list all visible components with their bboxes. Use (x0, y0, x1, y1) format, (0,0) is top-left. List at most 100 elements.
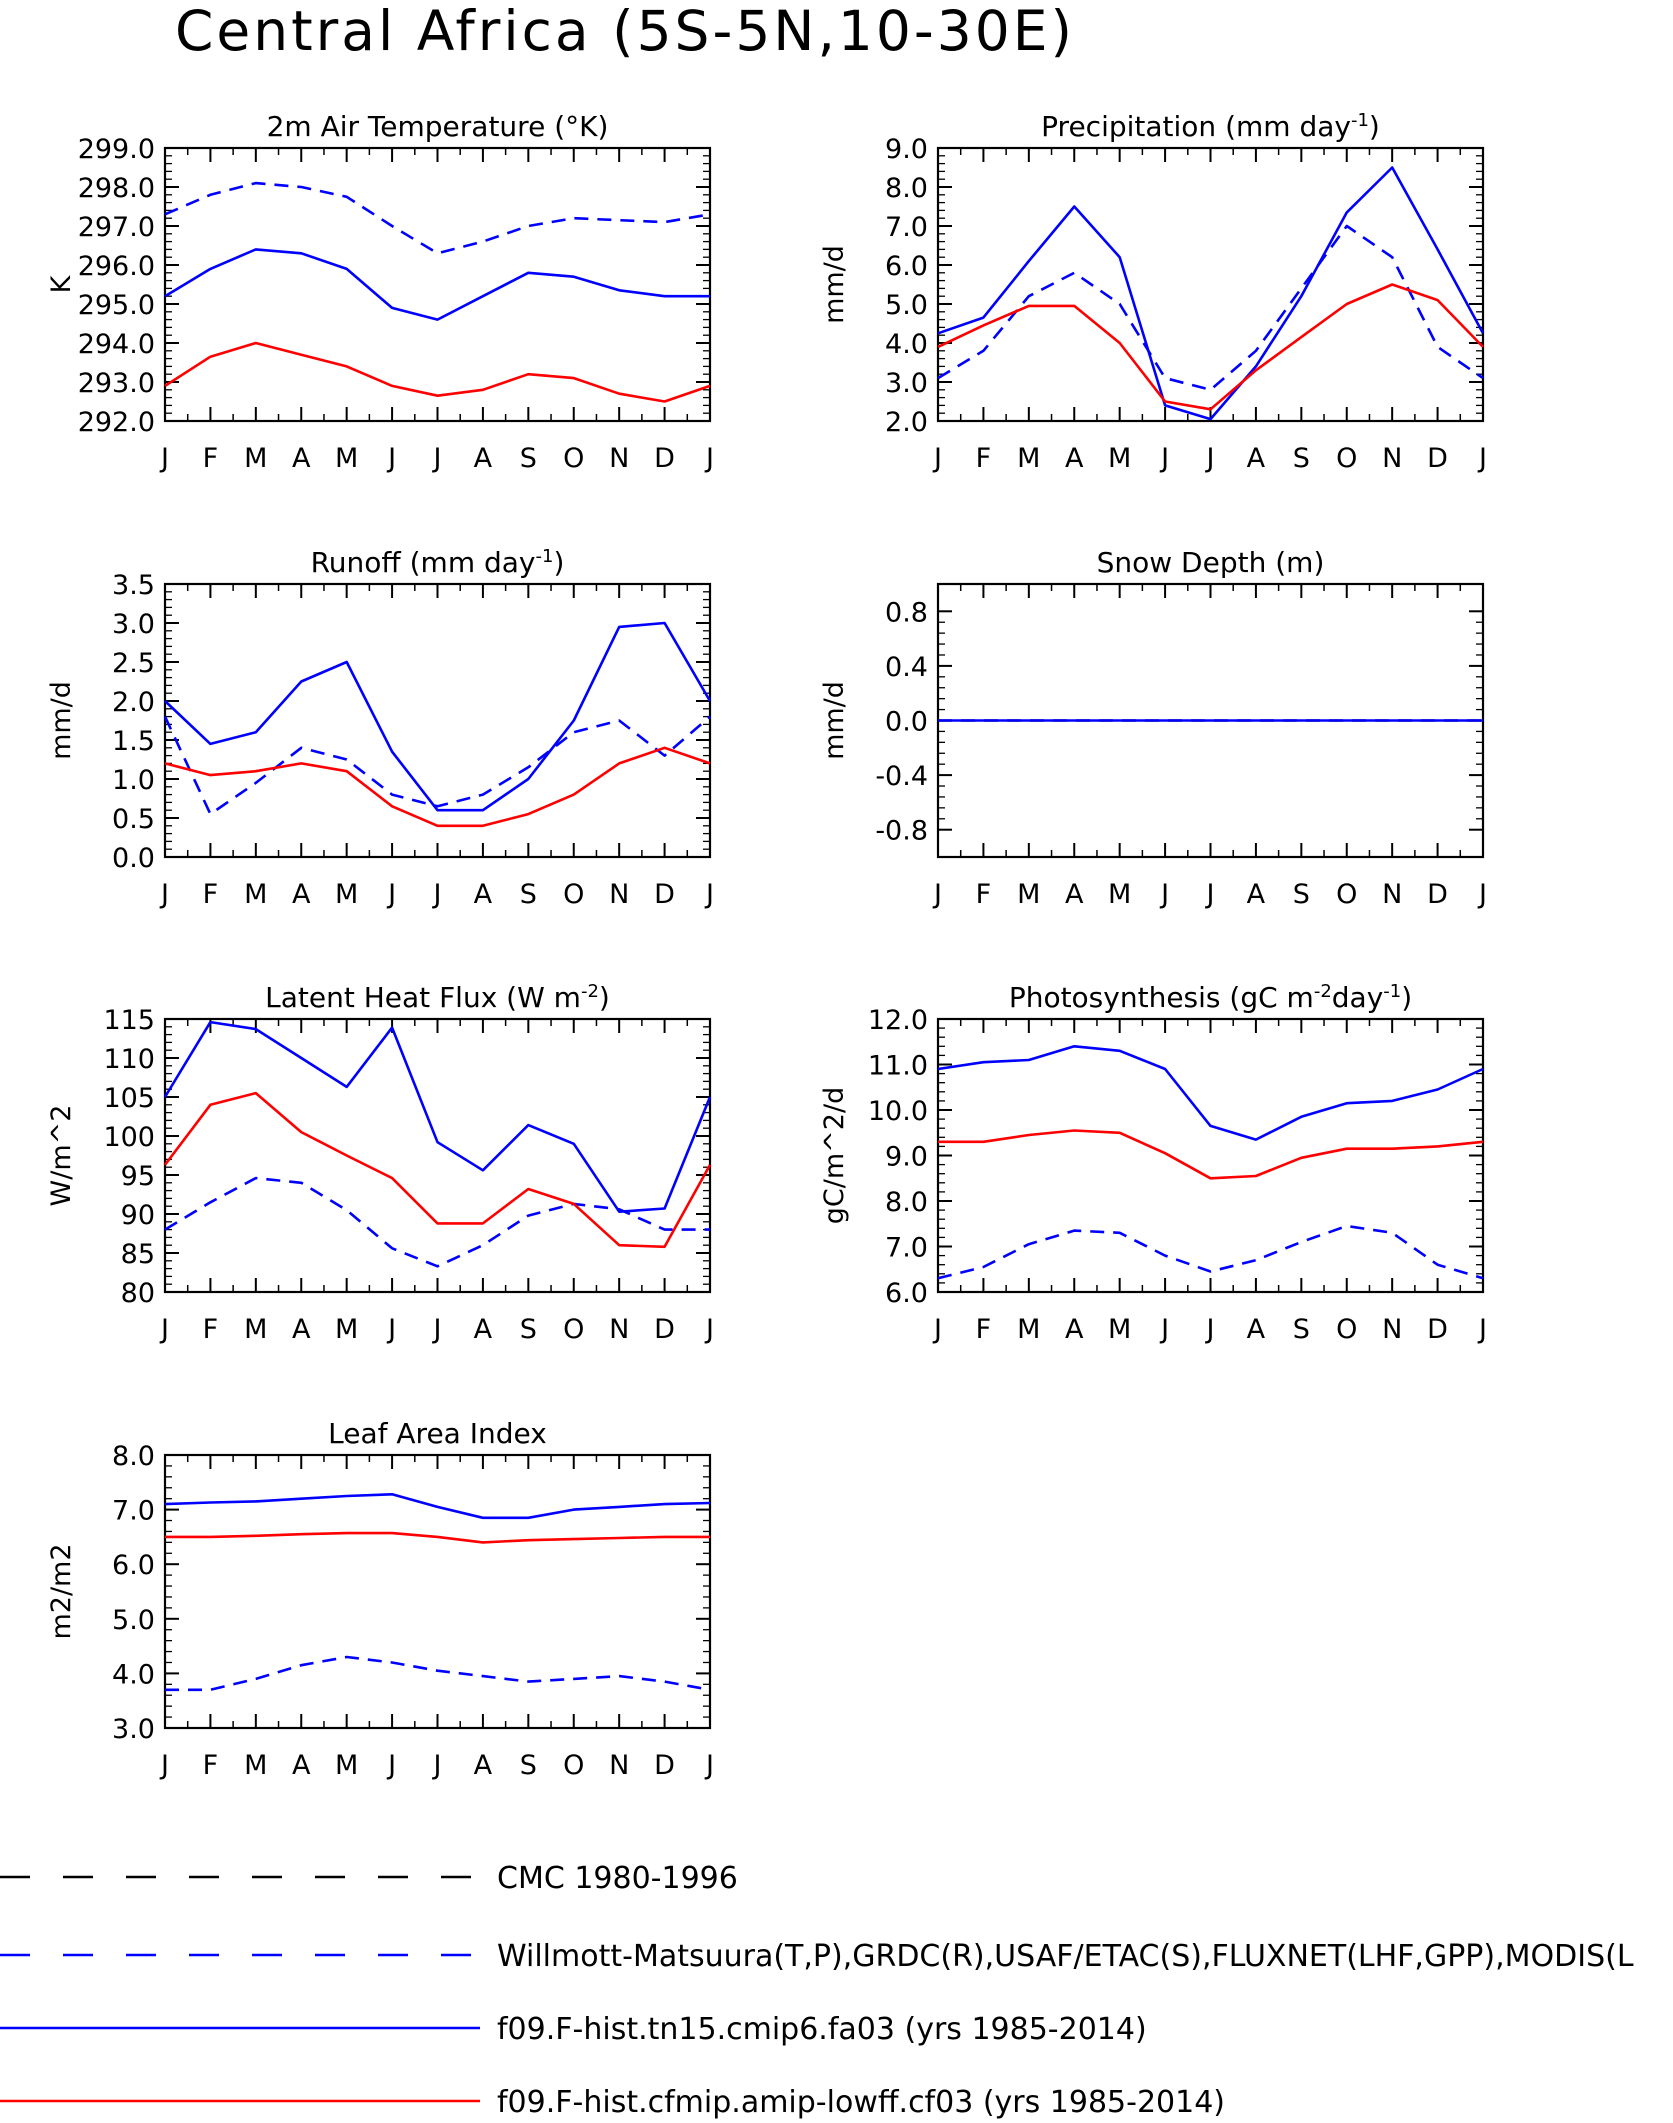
y-tick-label: 80 (121, 1278, 155, 1309)
x-tick-label: J (1477, 443, 1487, 474)
panel-2m-air-temperature-k: J F M A M J J A S O N D J292.0293.0294.0295.0296.029… (46, 110, 714, 474)
x-tick-label: J (432, 443, 442, 474)
y-axis-label: mm/d (46, 681, 77, 760)
y-tick-label: 2.0 (112, 687, 155, 718)
title-superscript: -2 (581, 981, 599, 1002)
series-line-fa03 (163, 1020, 712, 1213)
title-text: ) (553, 546, 564, 579)
panel-title: Snow Depth (m) (1097, 546, 1325, 579)
x-tick-label: A (474, 1314, 493, 1345)
panel-title: Latent Heat Flux (W m-2) (265, 981, 610, 1015)
x-tick-label: F (976, 443, 992, 474)
x-tick-label: A (1247, 1314, 1266, 1345)
series-line-obs (164, 181, 711, 255)
x-tick-label: N (609, 443, 629, 474)
y-tick-label: 4.0 (112, 1659, 155, 1690)
x-tick-label: S (520, 1314, 537, 1345)
y-tick-label: 6.0 (885, 1278, 928, 1309)
x-tick-label: J (1477, 1314, 1487, 1345)
y-tick-label: 3.0 (112, 1714, 155, 1745)
panel-title: Runoff (mm day-1) (311, 546, 565, 580)
x-tick-label: N (609, 1314, 629, 1345)
y-tick-label: 8.0 (885, 173, 928, 204)
series-line-obs (163, 715, 711, 816)
y-tick-label: 100 (103, 1122, 155, 1153)
x-tick-label: S (520, 1750, 537, 1781)
panel-runoff-mm-day: J F M A M J J A S O N D J0.00.51.01.52.02.53.03.5mm/… (46, 546, 714, 911)
x-tick-label: J (432, 879, 442, 910)
x-tick-label: N (1382, 879, 1402, 910)
title-text: ) (1401, 981, 1412, 1014)
x-tick-label: N (1382, 1314, 1402, 1345)
x-tick-label: A (292, 1750, 311, 1781)
y-tick-label: 292.0 (78, 407, 155, 438)
x-tick-label: S (1293, 443, 1310, 474)
y-tick-label: 6.0 (885, 251, 928, 282)
x-tick-label: M (1017, 879, 1040, 910)
x-tick-label: J (1477, 879, 1487, 910)
x-tick-label: M (244, 443, 267, 474)
x-tick-label: M (1017, 1314, 1040, 1345)
x-tick-label: M (335, 1750, 358, 1781)
title-text: Photosynthesis (gC m (1009, 981, 1314, 1014)
y-tick-label: 2.0 (885, 407, 928, 438)
panel-photosynthesis-gc-m: J F M A M J J A S O N D J6.07.08.09.010.011.012.0gC/… (819, 981, 1487, 1346)
panels: J F M A M J J A S O N D J292.0293.0294.0295.0296.029… (46, 110, 1487, 1782)
y-tick-label: 95 (121, 1161, 155, 1192)
x-tick-label: D (654, 1750, 675, 1781)
x-tick-label: F (203, 443, 219, 474)
x-tick-label: J (932, 443, 942, 474)
title-text: Latent Heat Flux (W m (265, 981, 581, 1014)
plot-frame (163, 1453, 712, 1730)
plot-frame (163, 146, 712, 423)
y-tick-label: 9.0 (885, 1142, 928, 1173)
y-tick-label: 0.5 (112, 804, 155, 835)
panel-precipitation-mm-day: J F M A M J J A S O N D J2.03.04.05.06.07.08.09.0mm/… (819, 110, 1487, 475)
x-tick-label: N (609, 879, 629, 910)
x-tick-label: M (335, 443, 358, 474)
y-tick-label: 90 (121, 1200, 155, 1231)
x-tick-label: M (1108, 443, 1131, 474)
title-text: Snow Depth (m) (1097, 546, 1325, 579)
x-tick-label: A (292, 443, 311, 474)
x-tick-label: D (654, 1314, 675, 1345)
y-tick-label: 294.0 (78, 329, 155, 360)
series-line-fa03 (164, 621, 712, 812)
x-tick-label: A (292, 1314, 311, 1345)
y-tick-label: 7.0 (885, 1233, 928, 1264)
x-tick-label: D (654, 443, 675, 474)
y-tick-label: 297.0 (78, 212, 155, 243)
x-tick-label: S (1293, 879, 1310, 910)
x-tick-label: J (932, 1314, 942, 1345)
x-tick-label: F (203, 1314, 219, 1345)
series-line-fa03 (164, 1493, 711, 1520)
panel-title: Photosynthesis (gC m-2day-1) (1009, 981, 1412, 1015)
y-tick-label: 298.0 (78, 173, 155, 204)
y-tick-label: -0.8 (875, 816, 928, 847)
x-tick-label: J (1205, 443, 1215, 474)
series-line-cf03 (938, 1129, 1484, 1180)
x-tick-label: J (704, 1750, 714, 1781)
y-axis-label: m2/m2 (46, 1543, 77, 1639)
y-tick-label: 1.5 (112, 726, 155, 757)
series-line-obs (164, 1176, 710, 1268)
x-tick-label: J (159, 1314, 169, 1345)
x-tick-label: D (654, 879, 675, 910)
y-tick-label: 12.0 (868, 1005, 928, 1036)
series-line-cf03 (163, 1091, 712, 1249)
x-tick-label: N (1382, 443, 1402, 474)
y-tick-label: 293.0 (78, 368, 155, 399)
title-superscript: -2 (1314, 981, 1332, 1002)
y-tick-label: 9.0 (885, 134, 928, 165)
panel-title: Leaf Area Index (328, 1417, 547, 1450)
x-tick-label: M (244, 1750, 267, 1781)
panel-leaf-area-index: J F M A M J J A S O N D J3.04.05.06.07.08.0m2/m2Leaf… (46, 1417, 714, 1781)
y-axis-label: W/m^2 (46, 1105, 77, 1207)
x-tick-label: J (386, 443, 396, 474)
legend: CMC 1980-1996 Willmott-Matsuura(T,P),GRDC… (0, 1861, 1634, 2120)
series-line-fa03 (937, 1045, 1484, 1141)
y-tick-label: 5.0 (112, 1605, 155, 1636)
x-tick-label: M (1108, 879, 1131, 910)
x-tick-label: D (1427, 1314, 1448, 1345)
y-axis-label: mm/d (819, 245, 850, 324)
